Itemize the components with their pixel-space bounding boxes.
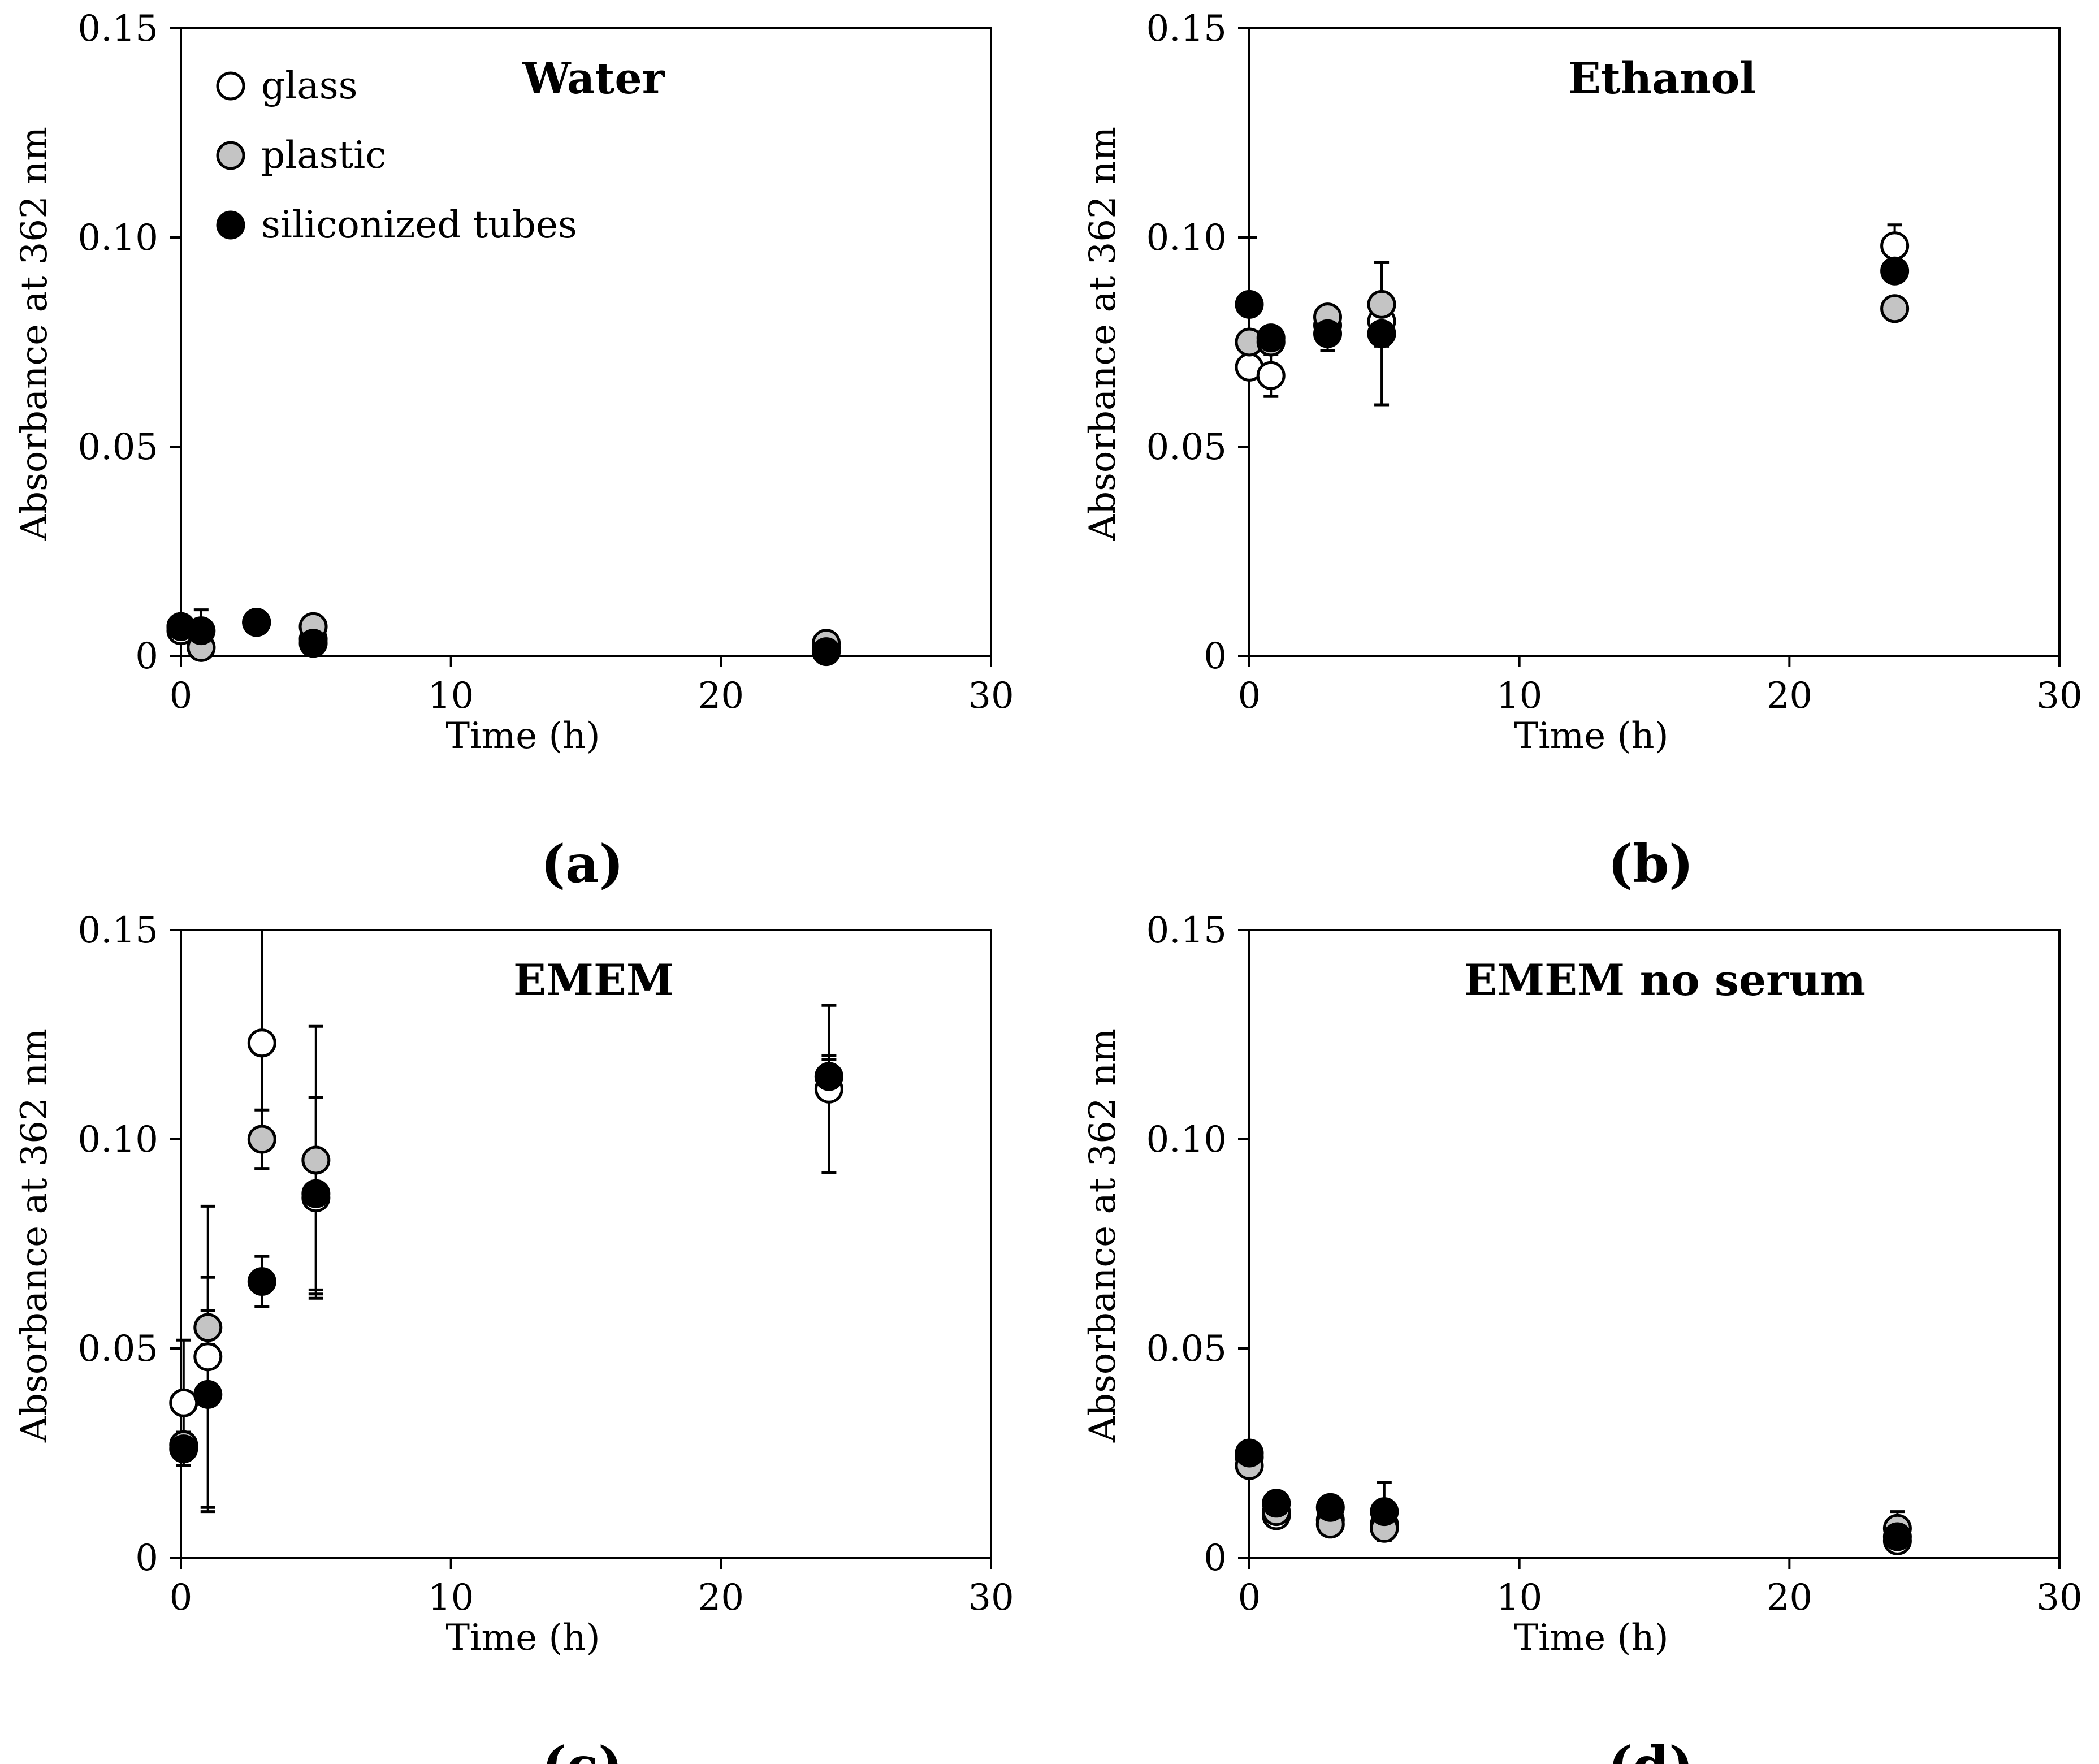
- data-point-glass: [1256, 361, 1286, 390]
- legend: glass plastic siliconized tubes: [216, 64, 577, 247]
- x-axis-title: Time (h): [1514, 715, 1668, 757]
- data-point-siliconized: [1880, 256, 1910, 286]
- x-tick-label: 10: [1496, 675, 1542, 717]
- y-axis-title: Absorbance at 362 nm: [1082, 127, 1124, 541]
- plot-frame: [1248, 929, 2061, 1559]
- panel-title: Ethanol: [1568, 53, 1756, 103]
- legend-marker-glass: [216, 71, 245, 101]
- data-point-plastic: [1880, 294, 1910, 323]
- data-point-glass: [169, 1388, 198, 1417]
- y-axis-title: Absorbance at 362 nm: [14, 127, 55, 541]
- legend-label: siliconized tubes: [261, 203, 577, 247]
- y-axis-title: Absorbance at 362 nm: [1082, 1028, 1124, 1443]
- x-tick-label: 20: [1767, 675, 1812, 717]
- panel-letter: (b): [1608, 833, 1693, 894]
- panel-title: EMEM no serum: [1464, 955, 1866, 1005]
- data-point-siliconized: [1313, 319, 1343, 348]
- y-tick-label: 0.05: [78, 426, 159, 468]
- x-tick-label: 0: [1238, 675, 1261, 717]
- panel-title: Water: [522, 53, 665, 103]
- legend-label: glass: [261, 64, 357, 107]
- data-point-siliconized: [1235, 289, 1264, 319]
- chart-panel-3: 0 10 20 30 0 0.05 0.10 0.15 Time (h) Absorbance a…: [14, 910, 1014, 1764]
- x-axis-title: Time (h): [445, 715, 600, 757]
- panel-letter: (a): [541, 833, 624, 894]
- data-point-siliconized: [169, 1434, 198, 1464]
- data-point-siliconized: [298, 629, 328, 658]
- data-point-plastic: [301, 1145, 331, 1175]
- data-point-siliconized: [242, 608, 271, 637]
- y-tick-label: 0: [1204, 635, 1227, 677]
- y-tick-label: 0.10: [78, 1119, 159, 1161]
- data-point-siliconized: [1367, 319, 1396, 348]
- x-tick-label: 10: [428, 1577, 474, 1619]
- data-point-siliconized: [1262, 1489, 1291, 1518]
- y-tick-label: 0.10: [1146, 217, 1227, 259]
- y-tick-label: 0: [1204, 1537, 1227, 1579]
- chart-panel-4: 0 10 20 30 0 0.05 0.10 0.15 Time (h) Absorbance a…: [1082, 910, 2083, 1764]
- x-axis-title: Time (h): [1514, 1617, 1668, 1659]
- data-point-siliconized: [1256, 323, 1286, 353]
- x-tick-label: 30: [968, 675, 1014, 717]
- x-tick-label: 10: [1496, 1577, 1542, 1619]
- plot-frame: [180, 929, 992, 1559]
- y-tick-label: 0.10: [1146, 1119, 1227, 1161]
- x-tick-label: 30: [2036, 675, 2082, 717]
- x-tick-label: 0: [170, 675, 193, 717]
- data-point-siliconized: [1315, 1493, 1345, 1522]
- x-tick-label: 30: [968, 1577, 1014, 1619]
- data-point-siliconized: [301, 1179, 331, 1208]
- data-point-glass: [193, 1342, 223, 1372]
- data-point-siliconized: [1235, 1438, 1264, 1468]
- x-tick-label: 0: [1238, 1577, 1261, 1619]
- x-tick-label: 30: [2036, 1577, 2082, 1619]
- y-tick-label: 0.15: [1146, 910, 1227, 952]
- x-tick-label: 0: [170, 1577, 193, 1619]
- data-point-siliconized: [1882, 1522, 1912, 1551]
- y-tick-label: 0: [135, 635, 158, 677]
- data-point-siliconized: [187, 616, 216, 646]
- plot-frame: [180, 27, 992, 657]
- y-axis-title: Absorbance at 362 nm: [14, 1028, 55, 1443]
- legend-label: plastic: [261, 133, 386, 177]
- y-tick-label: 0.15: [78, 8, 159, 50]
- data-point-siliconized: [193, 1380, 223, 1409]
- y-tick-label: 0.05: [1146, 1328, 1227, 1370]
- x-axis-title: Time (h): [445, 1617, 600, 1659]
- panel-letter: (d): [1608, 1735, 1693, 1764]
- legend-marker-plastic: [216, 141, 245, 170]
- data-point-siliconized: [1370, 1497, 1399, 1527]
- x-tick-label: 10: [428, 675, 474, 717]
- y-tick-label: 0: [135, 1537, 158, 1579]
- x-tick-label: 20: [698, 1577, 744, 1619]
- data-point-siliconized: [812, 637, 841, 667]
- data-point-plastic: [1367, 289, 1396, 319]
- y-tick-label: 0.10: [78, 217, 159, 259]
- y-tick-label: 0.05: [78, 1328, 159, 1370]
- panel-title: EMEM: [513, 955, 674, 1005]
- legend-marker-siliconized: [216, 210, 245, 240]
- data-point-glass: [247, 1028, 276, 1058]
- data-point-glass: [1880, 231, 1910, 261]
- y-tick-label: 0.15: [78, 910, 159, 952]
- x-tick-label: 20: [1767, 1577, 1812, 1619]
- data-point-plastic: [247, 1125, 276, 1154]
- data-point-siliconized: [814, 1062, 843, 1091]
- x-tick-label: 20: [698, 675, 744, 717]
- data-point-plastic: [193, 1313, 223, 1342]
- panel-letter: (c): [542, 1735, 622, 1764]
- data-point-siliconized: [247, 1267, 276, 1296]
- y-tick-label: 0.05: [1146, 426, 1227, 468]
- chart-panel-1: 0 10 20 30 0 0.05 0.10 0.15 Time (h) Absorbance a…: [14, 8, 1014, 894]
- y-tick-label: 0.15: [1146, 8, 1227, 50]
- chart-panel-2: 0 10 20 30 0 0.05 0.10 0.15 Time (h) Absorbance a…: [1082, 8, 2083, 894]
